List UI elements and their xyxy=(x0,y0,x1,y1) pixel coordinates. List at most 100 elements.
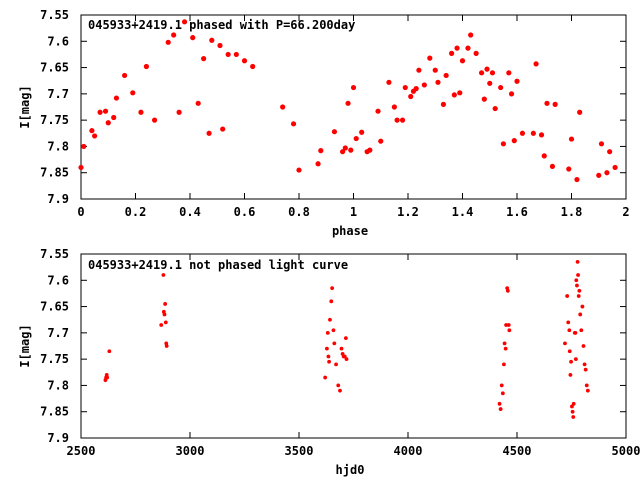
unphased-data-point xyxy=(566,320,571,325)
phased-data-point xyxy=(138,109,144,115)
phased-data-point xyxy=(468,32,474,38)
phased-data-point xyxy=(413,86,419,92)
phased-x-tick-label: 0.6 xyxy=(234,205,256,219)
unphased-data-point xyxy=(344,357,349,362)
phased-data-point xyxy=(506,70,512,76)
phased-data-point xyxy=(514,78,520,84)
unphased-data-point xyxy=(339,346,344,351)
phased-data-point xyxy=(190,35,196,41)
unphased-data-point xyxy=(500,391,505,396)
unphased-y-tick-label: 7.7 xyxy=(47,326,69,340)
phased-x-tick-label: 1.2 xyxy=(397,205,419,219)
unphased-data-point xyxy=(581,344,586,348)
phased-y-tick-label: 7.55 xyxy=(40,8,69,22)
phased-data-point xyxy=(552,101,558,107)
unphased-data-point xyxy=(343,336,348,341)
unphased-data-point xyxy=(328,317,332,322)
unphased-y-tick-label: 7.85 xyxy=(40,405,69,419)
unphased-data-point xyxy=(334,362,338,367)
phased-data-point xyxy=(367,147,373,153)
phased-data-point xyxy=(143,63,149,70)
unphased-x-tick-label: 2500 xyxy=(67,444,96,458)
unphased-data-point xyxy=(497,401,502,406)
phased-data-point xyxy=(533,61,539,67)
phased-data-point xyxy=(612,164,618,171)
unphased-y-axis-label: I[mag] xyxy=(18,324,32,367)
phased-data-point xyxy=(233,51,239,58)
phased-data-point xyxy=(440,101,447,107)
phased-y-tick-label: 7.85 xyxy=(40,166,69,180)
unphased-data-point xyxy=(163,320,168,325)
phased-x-tick-label: 1 xyxy=(350,205,357,219)
phased-data-point xyxy=(348,147,354,153)
phased-y-tick-label: 7.6 xyxy=(47,34,69,48)
unphased-data-point xyxy=(575,259,580,264)
unphased-data-point xyxy=(326,354,331,359)
phased-data-point xyxy=(459,58,466,64)
phased-data-point xyxy=(220,126,226,132)
unphased-data-point xyxy=(502,362,506,367)
unphased-data-point xyxy=(163,302,168,306)
phased-data-point xyxy=(549,163,556,170)
unphased-x-tick-label: 3000 xyxy=(176,444,205,458)
phased-y-tick-label: 7.9 xyxy=(47,192,69,206)
phased-data-point xyxy=(353,135,359,142)
phased-data-point xyxy=(318,148,324,154)
phased-data-point xyxy=(451,92,457,98)
unphased-data-point xyxy=(331,328,336,333)
unphased-data-point xyxy=(502,341,507,346)
unphased-data-point xyxy=(162,312,167,317)
phased-data-point xyxy=(225,51,231,58)
unphased-data-point xyxy=(575,283,579,288)
phased-data-point xyxy=(342,145,348,151)
unphased-data-point xyxy=(571,401,576,406)
phased-data-point xyxy=(574,176,580,183)
phased-x-tick-label: 0.4 xyxy=(179,205,201,219)
unphased-data-point xyxy=(338,388,342,393)
phased-data-point xyxy=(241,58,248,64)
unphased-data-point xyxy=(577,288,582,293)
phased-data-point xyxy=(151,117,158,123)
phased-data-point xyxy=(443,72,449,79)
phased-data-point xyxy=(105,120,111,126)
phased-data-point xyxy=(290,121,297,127)
phased-data-point xyxy=(596,172,602,178)
phased-data-point xyxy=(350,84,357,91)
phased-data-point xyxy=(165,39,171,45)
phased-data-point xyxy=(577,109,583,115)
unphased-data-point xyxy=(570,409,575,414)
phased-data-point xyxy=(340,149,346,155)
unphased-data-point xyxy=(585,388,590,393)
unphased-data-point xyxy=(323,375,328,380)
phased-y-axis-label: I[mag] xyxy=(18,85,32,128)
phased-data-point xyxy=(217,42,223,49)
phased-data-point xyxy=(280,104,286,110)
unphased-data-point xyxy=(332,341,337,346)
phased-data-point xyxy=(296,167,302,173)
phased-x-tick-label: 1.4 xyxy=(452,205,474,219)
unphased-data-point xyxy=(159,323,164,327)
phased-x-tick-label: 1.6 xyxy=(506,205,528,219)
unphased-data-point xyxy=(325,330,330,335)
unphased-y-tick-label: 7.9 xyxy=(47,431,69,445)
phased-data-point xyxy=(457,90,463,96)
unphased-x-tick-label: 3500 xyxy=(285,444,314,458)
phased-data-point xyxy=(375,108,381,114)
phased-data-point xyxy=(209,37,215,43)
phased-data-point xyxy=(435,79,441,85)
unphased-data-point xyxy=(573,357,578,362)
unphased-data-point xyxy=(573,330,578,335)
unphased-data-point xyxy=(504,323,508,327)
phased-data-point xyxy=(478,70,485,76)
phased-data-point xyxy=(394,117,400,123)
phased-data-point xyxy=(530,130,536,136)
phased-data-point xyxy=(176,109,182,115)
unphased-chart-title: 045933+2419.1 not phased light curve xyxy=(88,258,348,272)
phased-data-point xyxy=(500,141,506,147)
phased-axis-ticks: 0 0.2 0.4 0.6 0.8 1 1.2 1.4 1.6 1.8 2 7.55 7.6 7.65 7.… xyxy=(40,8,630,219)
phased-data-point xyxy=(378,138,384,144)
phased-x-axis-label: phase xyxy=(332,224,368,238)
unphased-x-tick-label: 4500 xyxy=(503,444,532,458)
phased-data-point xyxy=(181,19,188,25)
